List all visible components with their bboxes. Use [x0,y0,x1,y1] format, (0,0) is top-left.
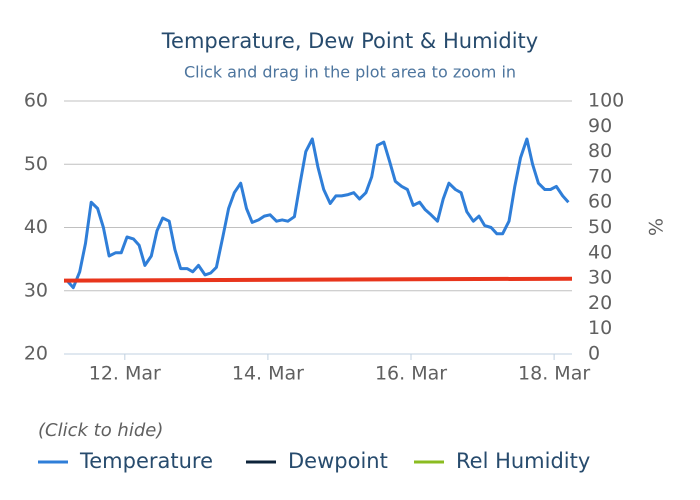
y2-tick-label: 100 [588,90,624,112]
x-tick-label: 14. Mar [232,363,304,385]
x-tick-label: 12. Mar [89,363,161,385]
x-tick-label: 16. Mar [375,363,447,385]
x-tick-label: 18. Mar [518,363,590,385]
y2-tick-label: 30 [588,267,612,289]
y2-tick-label: 70 [588,165,612,187]
y-tick-label: 50 [24,153,48,175]
y2-tick-label: 20 [588,292,612,314]
legend-item[interactable]: Rel Humidity [456,449,590,473]
y2-tick-label: 80 [588,140,612,162]
series-line [66,137,570,290]
chart-title: Temperature, Dew Point & Humidity [161,29,538,53]
y-tick-label: 20 [24,343,48,365]
y2-tick-label: 40 [588,241,612,263]
y-tick-label: 60 [24,90,48,112]
legend-title: (Click to hide) [38,420,163,441]
y-tick-label: 30 [24,279,48,301]
y2-tick-label: 50 [588,216,612,238]
y2-tick-label: 60 [588,191,612,213]
legend-item[interactable]: Temperature [79,449,213,473]
y-tick-label: 40 [24,216,48,238]
y2-tick-label: 10 [588,317,612,339]
y2-axis-label: % [646,218,668,236]
y2-tick-label: 90 [588,115,612,137]
series-line [63,276,573,283]
legend-item[interactable]: Dewpoint [288,449,388,473]
chart-subtitle: Click and drag in the plot area to zoom … [184,63,516,82]
y2-tick-label: 0 [588,343,600,365]
